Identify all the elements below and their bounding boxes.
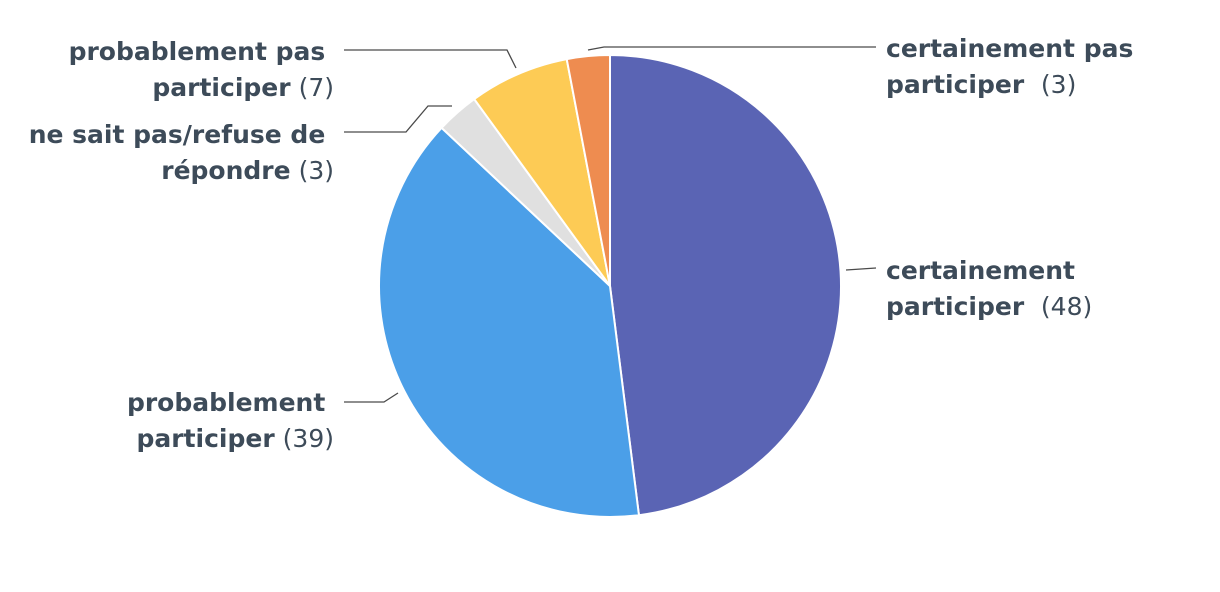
label-line2: participer xyxy=(152,73,291,102)
label-value: (48) xyxy=(1041,292,1092,321)
label-value: (39) xyxy=(283,424,334,453)
label-line2-value: répondre (3) xyxy=(161,156,334,185)
label-line2: répondre xyxy=(161,156,290,185)
leader-line-4 xyxy=(587,46,876,51)
label-line2-value: participer (7) xyxy=(152,73,334,102)
label-line2-value: participer (39) xyxy=(136,424,334,453)
label-certainement-pas-participer: certainement pas participer (3) xyxy=(886,34,1142,99)
label-line1: ne sait pas/refuse de xyxy=(29,120,326,149)
label-line2: participer xyxy=(886,70,1025,99)
label-line2: participer xyxy=(886,292,1025,321)
label-probablement-pas-participer: probablement pas participer (7) xyxy=(69,37,334,102)
label-value: (3) xyxy=(299,156,334,185)
label-line1: probablement pas xyxy=(69,37,326,66)
leader-line-0 xyxy=(845,267,877,271)
pie-slices xyxy=(378,53,843,518)
pie-slice-0 xyxy=(609,53,843,517)
pie-slice-1 xyxy=(378,126,641,518)
leader-line-1 xyxy=(344,392,399,403)
label-line2: participer xyxy=(136,424,275,453)
label-line1: probablement xyxy=(127,388,325,417)
pie-slice-3 xyxy=(472,57,611,287)
leader-line-3 xyxy=(344,49,517,69)
pie-slice-4 xyxy=(565,53,611,287)
label-line1: certainement xyxy=(886,256,1075,285)
label-ne-sait-pas: ne sait pas/refuse de répondre (3) xyxy=(29,120,334,185)
label-value: (7) xyxy=(299,73,334,102)
label-probablement-participer: probablement participer (39) xyxy=(127,388,334,453)
label-value: (3) xyxy=(1041,70,1076,99)
label-certainement-participer: certainement participer (48) xyxy=(886,256,1092,321)
leader-line-2 xyxy=(344,105,452,133)
leader-lines xyxy=(344,46,877,403)
label-line1: certainement pas xyxy=(886,34,1133,63)
